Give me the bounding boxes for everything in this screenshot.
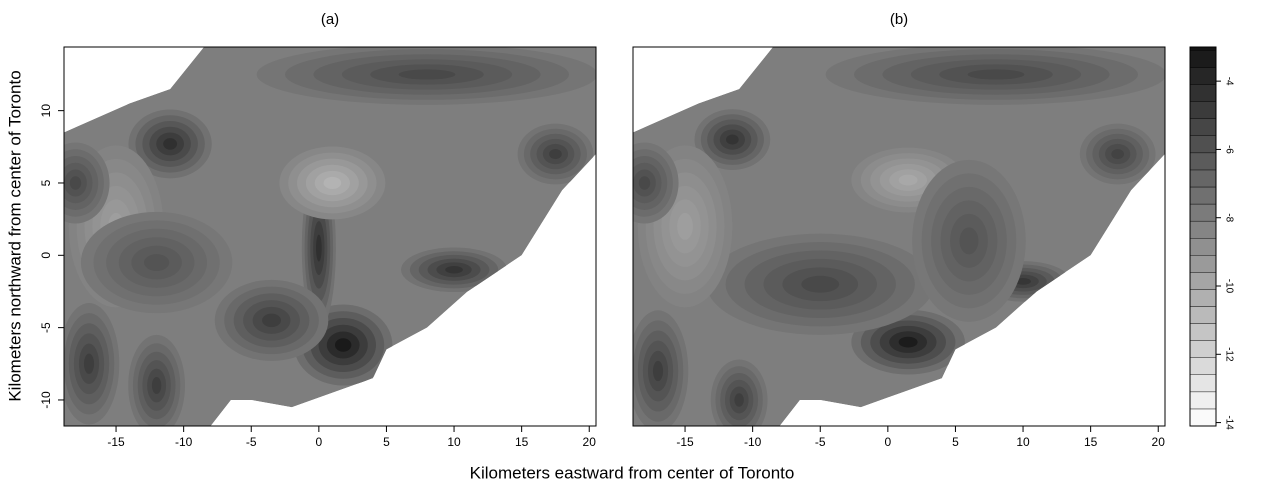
x-tick-label: 5 [383,435,390,449]
contour-band [959,227,979,255]
contour-band [151,377,162,394]
x-tick-label: 15 [515,435,529,449]
x-tick-label: -15 [107,435,125,449]
colorbar-band [1189,152,1217,171]
plot-frame [63,46,597,427]
colorbar-band [1189,357,1217,375]
contour-band [677,212,693,240]
colorbar-tick-label: -4 [1223,77,1234,86]
contour-field [64,47,596,426]
x-tick-label: 10 [1016,435,1030,449]
colorbar-band [1189,50,1217,68]
x-tick-label: 15 [1084,435,1098,449]
y-tick-label: -5 [39,322,53,333]
colorbar-band [1189,135,1217,154]
colorbar-band [1189,340,1217,358]
contour-band [1015,277,1031,285]
colorbar-band [1189,408,1217,427]
colorbar-tick-label: -8 [1223,213,1234,222]
x-tick-label: 20 [1152,435,1166,449]
colorbar-band [1189,272,1217,290]
contour-band [262,313,281,328]
colorbar-band [1189,374,1217,393]
contour-band [398,69,456,80]
colorbar-band [1189,84,1217,102]
colorbar-band [1189,118,1217,136]
colorbar-band [1189,238,1217,256]
contour-band [445,266,463,274]
contour-band [334,338,352,352]
contour-band [83,353,95,374]
colorbar-band [1189,323,1217,341]
colorbar-band [1189,220,1217,239]
contour-band [1111,148,1124,160]
colorbar-frame [1189,46,1217,427]
x-tick-label: 10 [447,435,461,449]
contour-band [726,134,739,145]
colorbar-tick-label: -12 [1223,347,1234,362]
contour-band [638,176,651,190]
contour-band [143,254,170,271]
contour-band [652,360,664,382]
colorbar-tick-label: -6 [1223,145,1234,154]
x-tick-label: 0 [316,435,323,449]
x-tick-label: -10 [744,435,762,449]
contour-band [898,336,918,348]
x-tick-label: 5 [952,435,959,449]
contour-field [633,47,1165,426]
y-tick-label: 0 [39,252,53,259]
x-tick-label: 0 [885,435,892,449]
contour-band [967,69,1025,80]
plot-frame [632,46,1166,427]
colorbar-tick-label: -10 [1223,279,1234,294]
colorbar-band [1189,46,1217,51]
y-tick-label: -10 [39,391,53,409]
contour-band [734,393,744,407]
contour-band [316,234,322,262]
contour-band [549,148,562,160]
colorbar-band [1189,101,1217,119]
x-tick-label: 20 [583,435,597,449]
colorbar-band [1189,169,1217,188]
colorbar-band [1189,289,1217,307]
colorbar-band [1189,186,1217,205]
colorbar-band [1189,255,1217,273]
x-tick-label: -10 [175,435,193,449]
panel-title: (a) [321,11,339,28]
panel-title: (b) [890,11,908,28]
contour-band [801,275,840,293]
x-tick-label: -5 [246,435,257,449]
colorbar-band [1189,67,1217,85]
contour-band [323,176,342,190]
x-tick-label: -15 [676,435,694,449]
x-tick-label: -5 [815,435,826,449]
colorbar-band [1189,306,1217,324]
colorbar-band [1189,391,1217,410]
colorbar-band [1189,203,1217,222]
contour-band [69,176,82,190]
y-tick-label: 5 [39,179,53,186]
x-axis-label: Kilometers eastward from center of Toron… [470,463,795,482]
y-axis-label: Kilometers northward from center of Toro… [5,70,24,401]
y-tick-label: 10 [39,104,53,118]
contour-band [898,174,918,186]
contour-band [163,138,178,150]
colorbar-tick-label: -14 [1223,415,1234,430]
